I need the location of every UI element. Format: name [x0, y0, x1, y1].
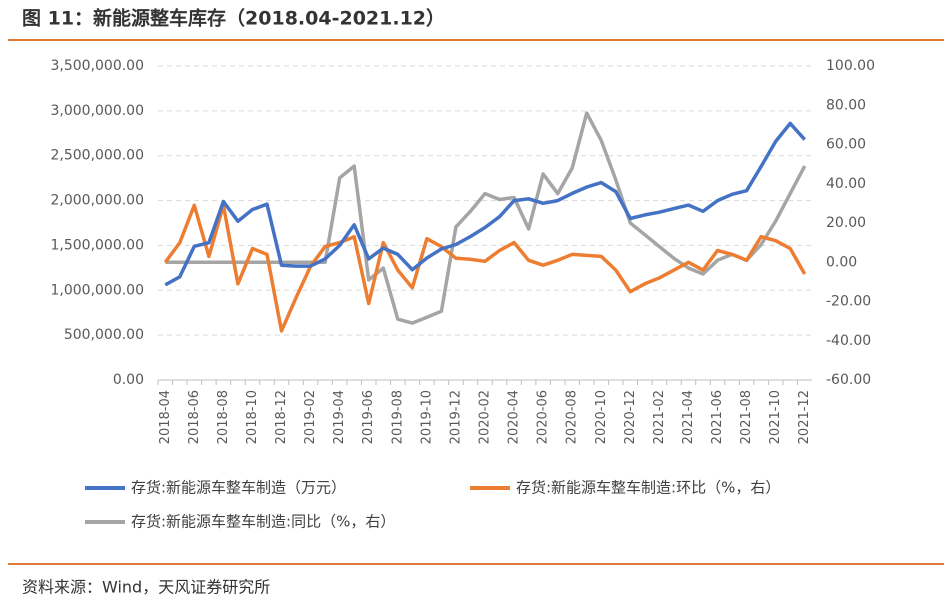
x-tick-label: 2018-06: [187, 390, 202, 444]
y2-tick-label: 80.00: [826, 97, 866, 113]
x-tick-label: 2021-10: [768, 390, 783, 444]
x-tick-label: 2021-04: [681, 390, 696, 444]
chart-title: 图 11：新能源整车库存（2018.04-2021.12）: [22, 7, 445, 30]
y2-tick-label: 0.00: [826, 254, 857, 270]
x-tick-label: 2020-06: [536, 390, 551, 444]
x-tick-label: 2020-04: [507, 390, 522, 444]
y2-tick-label: 20.00: [826, 215, 866, 231]
x-tick-label: 2021-06: [710, 390, 725, 444]
y-tick-label: 500,000.00: [64, 327, 144, 343]
x-tick-label: 2018-12: [274, 390, 289, 444]
y-tick-label: 1,500,000.00: [50, 237, 144, 253]
source: 资料来源：Wind，天风证券研究所: [22, 578, 270, 597]
series-line: [165, 111, 807, 325]
y-tick-label: 2,000,000.00: [50, 193, 144, 209]
y2-tick-label: -60.00: [826, 372, 871, 388]
y2-tick-label: 100.00: [826, 58, 875, 74]
x-tick-label: 2019-06: [361, 390, 376, 444]
x-tick-label: 2019-04: [332, 390, 347, 444]
x-tick-label: 2019-02: [303, 390, 318, 444]
x-tick-label: 2018-08: [216, 390, 231, 444]
x-tick-label: 2020-12: [623, 390, 638, 444]
x-tick-label: 2018-04: [158, 390, 173, 444]
x-tick-label: 2020-02: [478, 390, 493, 444]
y2-tick-label: 40.00: [826, 176, 866, 192]
x-tick-label: 2018-10: [245, 390, 260, 444]
series-line: [163, 203, 807, 333]
x-tick-label: 2020-10: [594, 390, 609, 444]
x-tick-label: 2020-08: [565, 390, 580, 444]
y-tick-label: 0.00: [113, 372, 144, 388]
legend-label: 存货:新能源车整车制造:环比（%，右）: [516, 479, 780, 497]
y-tick-label: 2,500,000.00: [50, 148, 144, 164]
y2-tick-label: -40.00: [826, 333, 871, 349]
legend-label: 存货:新能源车整车制造（万元）: [131, 479, 346, 497]
x-tick-label: 2021-02: [652, 390, 667, 444]
x-tick-label: 2019-08: [390, 390, 405, 444]
y-tick-label: 1,000,000.00: [50, 282, 144, 298]
x-tick-label: 2019-12: [448, 390, 463, 444]
x-tick-label: 2019-10: [419, 390, 434, 444]
y2-tick-label: -20.00: [826, 294, 871, 310]
legend-label: 存货:新能源车整车制造:同比（%，右）: [131, 513, 395, 531]
y2-tick-label: 60.00: [826, 137, 866, 153]
x-tick-label: 2021-12: [797, 390, 812, 444]
series-line: [164, 121, 807, 287]
y-tick-label: 3,000,000.00: [50, 103, 144, 119]
x-tick-label: 2021-08: [739, 390, 754, 444]
y-tick-label: 3,500,000.00: [50, 58, 144, 74]
